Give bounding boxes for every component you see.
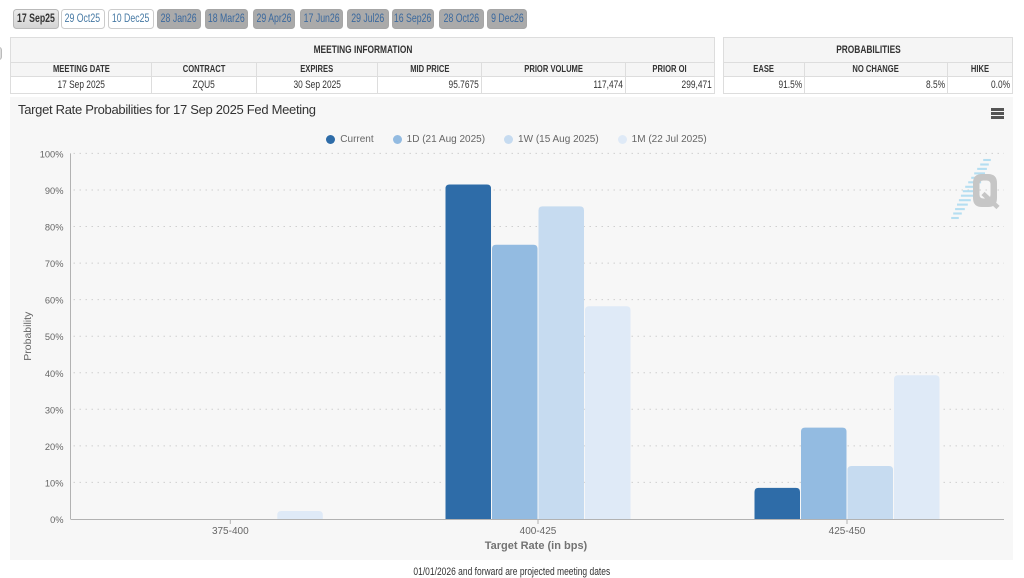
svg-text:Target Rate (in bps): Target Rate (in bps) (485, 540, 588, 552)
svg-text:20%: 20% (45, 442, 64, 452)
svg-text:80%: 80% (45, 223, 64, 233)
svg-text:425-450: 425-450 (829, 526, 866, 537)
svg-text:0%: 0% (50, 515, 63, 525)
svg-text:60%: 60% (45, 296, 64, 306)
svg-text:375-400: 375-400 (212, 526, 249, 537)
svg-text:70%: 70% (45, 259, 64, 269)
svg-text:40%: 40% (45, 369, 64, 379)
svg-text:400-425: 400-425 (520, 526, 557, 537)
svg-text:90%: 90% (45, 186, 64, 196)
svg-text:30%: 30% (45, 405, 64, 415)
svg-text:100%: 100% (40, 149, 64, 159)
svg-text:50%: 50% (45, 332, 64, 342)
svg-text:Probability: Probability (22, 311, 34, 361)
svg-text:10%: 10% (45, 478, 64, 488)
